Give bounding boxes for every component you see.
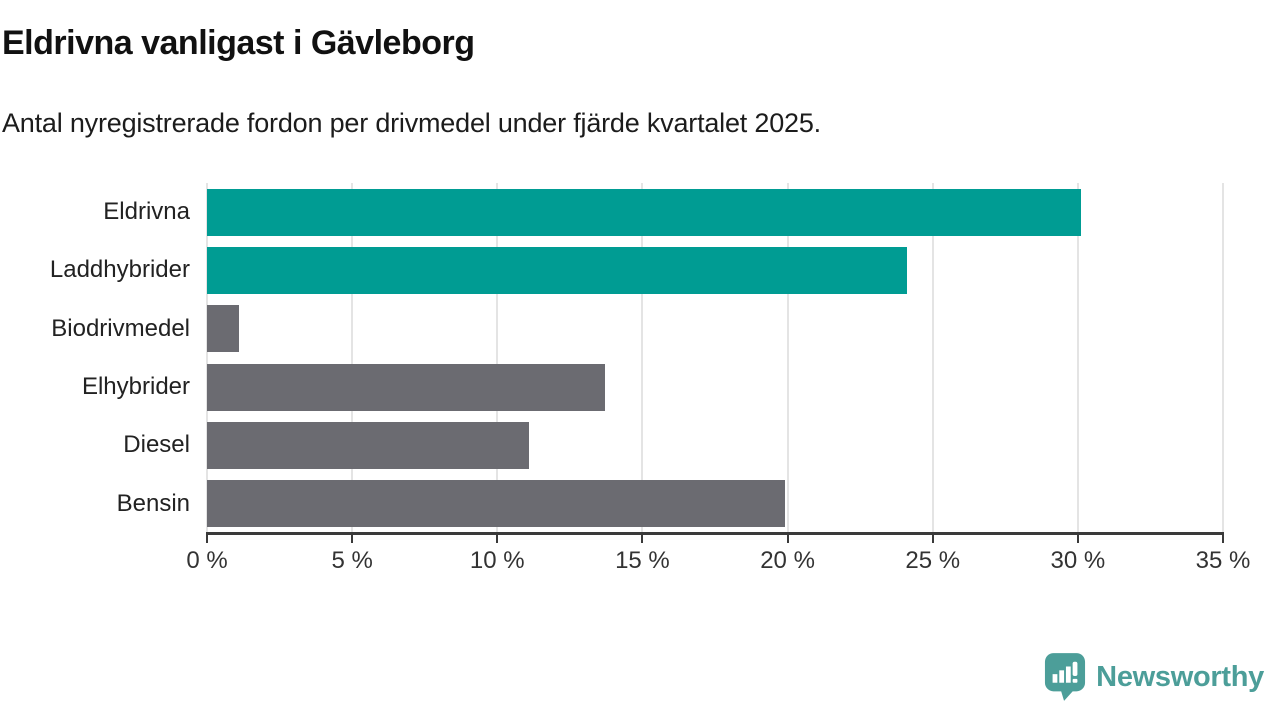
y-label-eldrivna: Eldrivna: [103, 198, 190, 226]
gridline-15-pct: [641, 183, 644, 533]
x-tick-25: [931, 535, 934, 543]
x-tick-15: [641, 535, 644, 543]
gridline-5-pct: [351, 183, 354, 533]
x-tick-30: [1076, 535, 1079, 543]
bar-laddhybrider: [207, 247, 907, 294]
y-axis-labels: Eldrivna Laddhybrider Biodrivmedel Elhybrid…: [0, 183, 190, 533]
newsworthy-logo: Newsworthy: [1044, 652, 1264, 702]
bar-biodrivmedel: [207, 305, 239, 353]
bar-eldrivna: [207, 188, 1081, 236]
x-tick-10: [496, 535, 499, 543]
x-tick-label-10: 10 %: [469, 547, 525, 574]
chart-title: Eldrivna vanligast i Gävleborg: [2, 24, 475, 62]
gridline-0-pct: [206, 183, 208, 533]
x-tick-5: [351, 535, 354, 543]
gridline-10-pct: [496, 183, 499, 533]
x-tick-0: [206, 535, 208, 543]
x-tick-label-30: 30 %: [1050, 547, 1106, 574]
x-tick-20: [786, 535, 789, 543]
chart-subtitle: Antal nyregistrerade fordon per drivmede…: [2, 108, 821, 138]
x-tick-label-25: 25 %: [905, 547, 961, 574]
gridline-25-pct: [931, 183, 934, 533]
plot-area: [206, 183, 1224, 533]
newsworthy-logo-text: Newsworthy: [1096, 660, 1264, 693]
x-tick-label-15: 15 %: [615, 547, 670, 574]
gridline-20-pct: [786, 183, 789, 533]
x-tick-label-5: 5 %: [331, 547, 373, 574]
x-tick-35: [1222, 535, 1224, 543]
x-axis-line: [206, 532, 1224, 535]
bar-diesel: [207, 422, 530, 469]
x-tick-label-0: 0 %: [186, 547, 228, 574]
y-label-laddhybrider: Laddhybrider: [49, 256, 190, 284]
bar-bensin: [207, 480, 785, 528]
y-label-elhybrider: Elhybrider: [81, 373, 190, 401]
y-label-biodrivmedel: Biodrivmedel: [51, 314, 190, 342]
x-tick-label-35: 35 %: [1195, 547, 1251, 574]
newsworthy-speech-bubble-barchart-icon: [1045, 653, 1086, 701]
bar-elhybrider: [207, 363, 605, 411]
gridline-35-pct: [1222, 183, 1224, 533]
y-label-diesel: Diesel: [123, 431, 190, 459]
y-label-bensin: Bensin: [116, 489, 190, 517]
gridline-30-pct: [1076, 183, 1079, 533]
x-tick-label-20: 20 %: [760, 547, 815, 574]
